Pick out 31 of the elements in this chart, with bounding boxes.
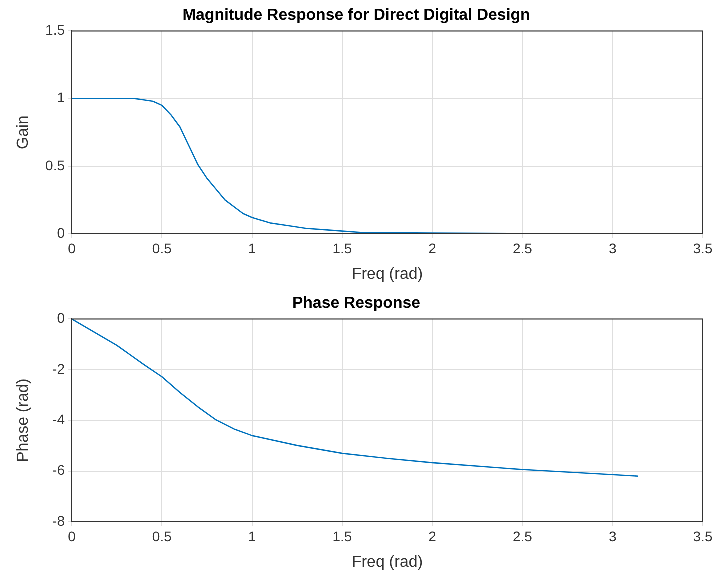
x-tick-label: 2.5 <box>512 240 533 256</box>
y-tick-label: 0.5 <box>46 157 66 174</box>
chart-title: Magnitude Response for Direct Digital Design <box>182 7 530 24</box>
y-axis-title: Gain <box>15 116 32 150</box>
x-tick-label: 2 <box>428 240 437 256</box>
x-tick-label: 3 <box>608 240 617 256</box>
y-tick-label: 0 <box>57 310 66 326</box>
x-tick-label: 0.5 <box>152 240 172 256</box>
y-tick-label: -8 <box>52 512 66 529</box>
x-tick-label: 1 <box>248 528 256 544</box>
x-tick-label: 1.5 <box>332 240 352 256</box>
x-tick-label: 2 <box>428 528 437 544</box>
y-axis-title: Phase (rad) <box>15 378 32 462</box>
x-tick-label: 1.5 <box>332 528 352 544</box>
chart-title: Phase Response <box>292 295 421 312</box>
x-tick-label: 0 <box>68 240 76 256</box>
x-axis-title: Freq (rad) <box>352 266 424 283</box>
x-tick-label: 3.5 <box>693 528 713 544</box>
x-tick-label: 1 <box>248 240 256 256</box>
x-tick-label: 3.5 <box>693 240 713 256</box>
x-tick-label: 0.5 <box>152 528 172 544</box>
y-tick-label: 0 <box>57 224 66 241</box>
x-tick-label: 3 <box>608 528 617 544</box>
x-tick-label: 0 <box>68 528 76 544</box>
y-tick-label: 1.5 <box>46 22 66 38</box>
x-tick-label: 2.5 <box>512 528 533 544</box>
y-tick-label: -4 <box>52 411 66 428</box>
y-tick-label: -2 <box>52 360 66 377</box>
y-tick-label: 1 <box>57 90 66 106</box>
x-axis-title: Freq (rad) <box>352 554 424 571</box>
y-tick-label: -6 <box>52 462 66 478</box>
